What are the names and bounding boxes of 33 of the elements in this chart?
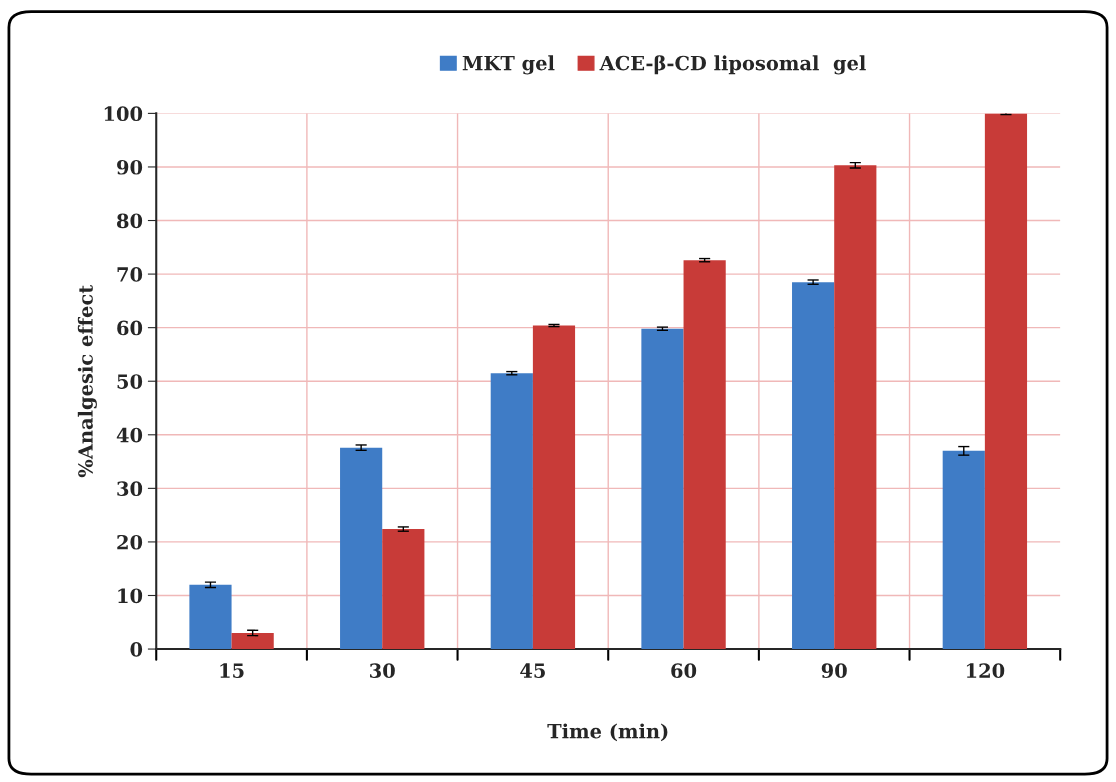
y-tick-label: 90: [117, 159, 143, 175]
x-tick-label: 30: [370, 663, 395, 678]
x-tick-label: 90: [821, 663, 847, 678]
bar: [231, 632, 274, 650]
bar: [641, 328, 684, 650]
y-tick-label: 40: [116, 427, 143, 443]
y-axis-title: %Analgesic effect: [77, 284, 97, 478]
bar: [683, 260, 726, 650]
y-tick-label: 100: [104, 106, 143, 122]
x-axis-title: Time (min): [547, 723, 668, 742]
y-tick-label: 70: [117, 267, 143, 282]
x-tick-label: 120: [966, 663, 1005, 678]
bar: [942, 450, 985, 650]
y-tick-label: 30: [117, 481, 143, 497]
y-tick-label: 10: [118, 588, 143, 604]
legend-label: MKT gel: [462, 55, 555, 75]
bar: [834, 165, 877, 650]
bar: [340, 447, 383, 650]
bar: [792, 282, 835, 650]
y-tick-label: 80: [116, 213, 143, 229]
y-tick-label: 20: [117, 534, 143, 550]
bar: [984, 113, 1028, 650]
y-tick-label: 50: [117, 374, 143, 389]
y-tick-label: 0: [130, 642, 143, 657]
y-tick-label: 60: [117, 320, 143, 336]
bar: [532, 325, 576, 650]
x-tick-label: 15: [220, 663, 244, 678]
legend-label: ACE-β-CD liposomal gel: [599, 55, 866, 75]
bar: [189, 584, 232, 650]
bar: [490, 373, 533, 650]
x-tick-label: 45: [520, 663, 545, 678]
x-tick-label: 60: [671, 663, 697, 678]
bar: [382, 529, 425, 650]
